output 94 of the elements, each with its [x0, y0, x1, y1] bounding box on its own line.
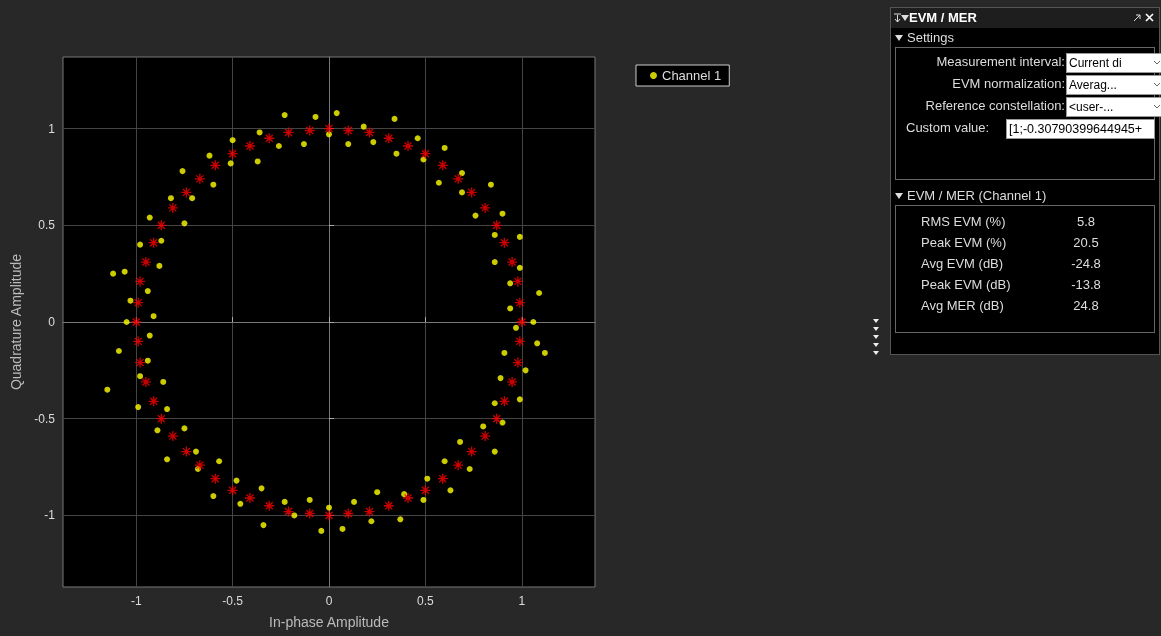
- text: EVM / MER: [909, 10, 977, 25]
- point: [498, 237, 511, 249]
- point: [263, 132, 275, 144]
- point: [363, 505, 376, 518]
- point: [323, 509, 335, 522]
- category-label: Peak EVM (dB): [921, 276, 1011, 294]
- point: [383, 500, 395, 512]
- point: [491, 219, 503, 231]
- point: [132, 335, 144, 347]
- point: [419, 484, 432, 496]
- text: EVM normalization:: [952, 75, 1065, 93]
- category-label: Avg MER (dB): [921, 297, 1004, 315]
- y-tick-label: -1: [44, 508, 56, 523]
- point: [479, 430, 491, 442]
- data-label: 24.8: [1072, 297, 1100, 315]
- text: Settings: [907, 30, 954, 45]
- point: [402, 492, 414, 504]
- point: [512, 275, 524, 288]
- point: [452, 459, 464, 471]
- point: [134, 356, 146, 369]
- point: [419, 148, 432, 160]
- point: [323, 122, 335, 135]
- point: [437, 159, 449, 171]
- x-tick-label: -0.5: [222, 594, 244, 608]
- point: [194, 459, 206, 471]
- point: [244, 492, 256, 504]
- category-label: Peak EVM (%): [921, 234, 1007, 252]
- point: [282, 505, 295, 518]
- point: [244, 140, 256, 152]
- point: [147, 237, 160, 249]
- text: Reference constellation:: [925, 97, 1065, 115]
- point: [465, 445, 478, 458]
- point: [383, 132, 395, 144]
- point: [180, 445, 193, 458]
- data-label: 20.5: [1072, 234, 1100, 252]
- point: [147, 395, 160, 407]
- point: [282, 126, 295, 139]
- point: [363, 126, 376, 139]
- point: [516, 316, 528, 328]
- x-tick-label: 1: [518, 594, 526, 608]
- point: [209, 473, 221, 485]
- y-tick-label: 1: [48, 121, 56, 136]
- data-label: 5.8: [1075, 213, 1097, 231]
- text: <user-...: [1066, 97, 1161, 117]
- text: Current di: [1066, 53, 1161, 73]
- data-label: -13.8: [1070, 276, 1102, 294]
- point: [226, 484, 239, 496]
- data-label: -24.8: [1070, 255, 1102, 273]
- text: EVM / MER (Channel 1): [907, 188, 1047, 203]
- point: [514, 297, 526, 309]
- point: [491, 413, 503, 425]
- x-tick-label: 0.5: [417, 594, 435, 608]
- point: [512, 356, 524, 369]
- point: [342, 124, 354, 137]
- point: [167, 202, 179, 214]
- point: [263, 500, 275, 512]
- point: [342, 507, 354, 520]
- point: [514, 335, 526, 347]
- y-tick-label: 0.5: [38, 218, 56, 233]
- point: [130, 316, 142, 328]
- point: [167, 430, 179, 442]
- point: [506, 376, 518, 388]
- point: [132, 297, 144, 309]
- point: [194, 173, 206, 185]
- y-tick-label: 0: [48, 315, 56, 329]
- x-axis-title: In-phase Amplitude: [269, 614, 390, 630]
- point: [226, 148, 239, 160]
- point: [437, 473, 449, 485]
- point: [304, 507, 316, 520]
- text: Custom value:: [906, 119, 990, 137]
- point: [452, 173, 464, 185]
- y-tick-label: -0.5: [34, 411, 56, 426]
- point: [209, 159, 221, 171]
- point: [140, 376, 152, 388]
- y-axis-title: Quadrature Amplitude: [8, 253, 25, 391]
- point: [498, 395, 511, 407]
- point: [134, 275, 146, 288]
- point: [402, 140, 414, 152]
- point: [506, 256, 518, 268]
- point: [155, 413, 167, 425]
- point: [465, 186, 478, 199]
- text: Averag...: [1066, 75, 1161, 95]
- point: [304, 124, 316, 137]
- point: [479, 202, 491, 214]
- x-tick-label: -1: [130, 594, 142, 608]
- point: [180, 186, 193, 199]
- category-label: RMS EVM (%): [921, 213, 1006, 231]
- x-tick-label: 0: [325, 594, 333, 608]
- legend-label: Channel 1: [662, 68, 722, 83]
- point: [155, 219, 167, 231]
- category-label: Avg EVM (dB): [921, 255, 1004, 273]
- text: Measurement interval:: [936, 53, 1065, 71]
- point: [140, 256, 152, 268]
- text: [1;-0.30790399644945+: [1006, 119, 1155, 139]
